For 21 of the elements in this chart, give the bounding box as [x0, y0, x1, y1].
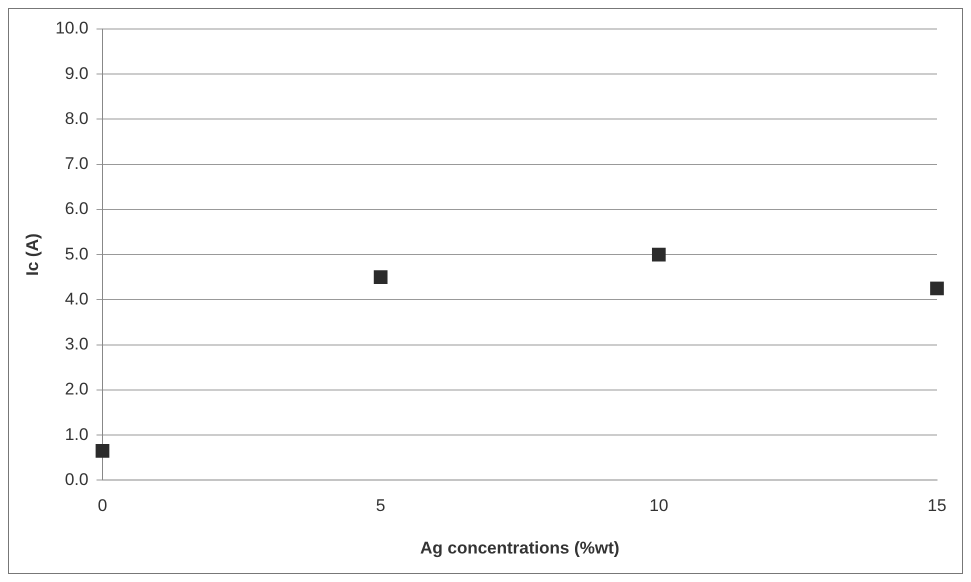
y-tick-label: 5.0	[64, 244, 88, 264]
x-tick-label: 0	[98, 496, 108, 516]
x-axis-title: Ag concentrations (%wt)	[420, 538, 620, 558]
y-tick-label: 3.0	[64, 334, 88, 354]
y-tick-label: 0.0	[64, 470, 88, 489]
y-tick-label: 4.0	[64, 289, 88, 308]
y-tick-label: 9.0	[64, 64, 88, 83]
x-tick-label: 5	[376, 496, 386, 516]
y-tick-label: 1.0	[64, 424, 88, 444]
point	[374, 270, 388, 284]
y-tick-label: 2.0	[64, 380, 88, 399]
x-tick-label: 10	[649, 496, 668, 516]
y-tick-label: 7.0	[64, 154, 88, 174]
x-tick-label: 15	[928, 496, 946, 516]
y-axis-title: Ic (A)	[22, 233, 42, 276]
y-tick-label: 6.0	[64, 199, 88, 218]
y-tick-label: 8.0	[64, 108, 88, 128]
point	[96, 444, 110, 458]
y-tick-label: 10.0	[55, 18, 88, 38]
point	[652, 248, 666, 262]
point	[930, 282, 944, 296]
